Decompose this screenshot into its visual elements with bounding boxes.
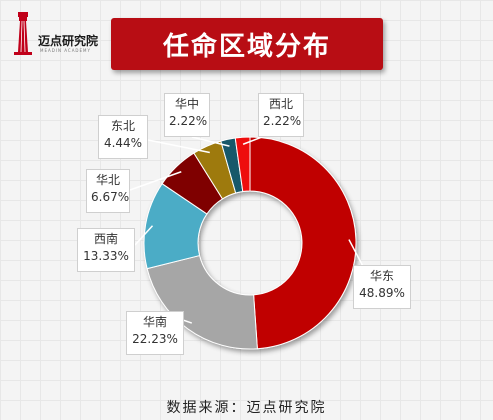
data-label-2: 华南 22.23% <box>126 311 184 355</box>
value-label: 22.23% <box>132 332 178 346</box>
leader-line-6 <box>191 136 230 147</box>
logo-tagline: MEADIN ACADEMY <box>40 48 91 53</box>
data-label-3: 西南 13.33% <box>77 228 135 272</box>
leader-line-4 <box>129 171 182 191</box>
logo: 迈点研究院 MEADIN ACADEMY <box>10 10 102 60</box>
donut-slice-7 <box>234 136 251 193</box>
page-title: 任命区域分布 <box>162 31 331 62</box>
value-label: 2.22% <box>169 114 208 128</box>
category-label: 华南 <box>142 315 167 329</box>
value-label: 13.33% <box>83 249 129 263</box>
logo-name: 迈点研究院 <box>38 34 99 48</box>
source-note: 数据来源：迈点研究院 <box>166 400 327 416</box>
value-label: 4.44% <box>103 136 143 150</box>
title-banner: 任命区域分布 <box>111 18 383 70</box>
value-label: 48.89% <box>359 286 405 300</box>
category-label: 西北 <box>268 97 293 111</box>
donut-slice-2 <box>146 254 258 350</box>
category-label: 东北 <box>110 119 135 133</box>
data-label-7: 西北 2.22% <box>258 93 304 137</box>
data-label-6: 华中 2.22% <box>164 93 210 137</box>
category-label: 华东 <box>369 269 394 283</box>
leader-line-5 <box>147 139 210 154</box>
leader-line-7 <box>242 136 263 145</box>
category-label: 华中 <box>174 97 199 111</box>
data-label-5: 东北 4.44% <box>98 115 148 159</box>
data-label-1: 华东 48.89% <box>353 265 411 309</box>
value-label: 6.67% <box>91 190 130 204</box>
category-label: 西南 <box>93 232 118 246</box>
category-label: 华北 <box>95 173 120 187</box>
leader-line-3 <box>134 225 154 246</box>
lighthouse-icon <box>14 12 32 55</box>
data-label-4: 华北 6.67% <box>86 169 130 213</box>
value-label: 2.22% <box>263 114 302 128</box>
donut-slice-1 <box>249 136 357 350</box>
